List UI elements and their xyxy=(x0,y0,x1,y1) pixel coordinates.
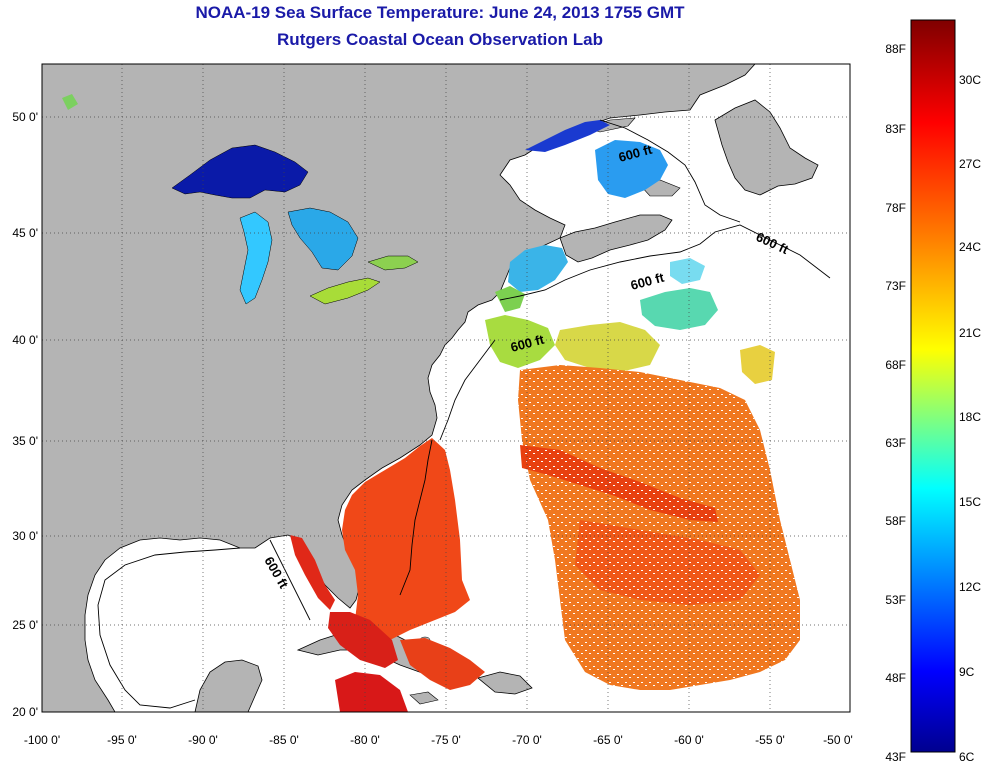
bahamas-sst xyxy=(400,638,485,690)
colorbar-c-label: 12C xyxy=(959,580,981,594)
colorbar-f-label: 83F xyxy=(885,122,906,136)
graticule xyxy=(42,64,850,712)
lon-tick-label: -50 0' xyxy=(823,733,853,747)
caribbean-sst xyxy=(335,672,408,712)
colorbar-c-label: 24C xyxy=(959,240,981,254)
colorbar-c-label: 6C xyxy=(959,750,975,764)
lon-axis: -100 0' -95 0' -90 0' -85 0' -80 0' -75 … xyxy=(24,733,853,747)
florida-keys-sst xyxy=(328,612,398,668)
lon-tick-label: -90 0' xyxy=(188,733,218,747)
land-yucatan xyxy=(194,659,263,712)
map-title: NOAA-19 Sea Surface Temperature: June 24… xyxy=(195,3,685,22)
colorbar-c-label: 9C xyxy=(959,665,975,679)
lon-tick-label: -100 0' xyxy=(24,733,60,747)
lat-tick-label: 35 0' xyxy=(12,434,38,448)
colorbar-c-label: 18C xyxy=(959,410,981,424)
slope-sea-sst xyxy=(555,322,660,372)
colorbar-f-label: 73F xyxy=(885,279,906,293)
colorbar-fahrenheit-labels: 88F 83F 78F 73F 68F 63F 58F 53F 48F 43F xyxy=(885,42,906,764)
colorbar-c-label: 15C xyxy=(959,495,981,509)
land-nova-scotia xyxy=(559,214,673,263)
colorbar xyxy=(910,19,956,753)
lat-tick-label: 45 0' xyxy=(12,226,38,240)
lon-tick-label: -75 0' xyxy=(431,733,461,747)
st-lawrence-estuary-sst xyxy=(525,120,610,152)
map-frame xyxy=(41,63,851,713)
land-hispaniola xyxy=(477,671,533,695)
lat-tick-label: 40 0' xyxy=(12,333,38,347)
colorbar-c-label: 30C xyxy=(959,73,981,87)
lon-tick-label: -95 0' xyxy=(107,733,137,747)
lon-tick-label: -60 0' xyxy=(674,733,704,747)
colorbar-f-label: 43F xyxy=(885,750,906,764)
lake-nipigon-sst xyxy=(62,94,78,110)
lat-tick-label: 25 0' xyxy=(12,618,38,632)
georges-bank-sst xyxy=(495,286,525,312)
land-jamaica xyxy=(409,691,439,705)
northeast-patch-sst xyxy=(640,288,718,330)
mid-atlantic-shelf-sst xyxy=(485,315,555,368)
southeast-coast-sst xyxy=(342,438,470,640)
lake-ontario-sst xyxy=(367,255,419,271)
lon-tick-label: -85 0' xyxy=(269,733,299,747)
colorbar-c-label: 27C xyxy=(959,157,981,171)
lon-tick-label: -55 0' xyxy=(755,733,785,747)
lon-tick-label: -70 0' xyxy=(512,733,542,747)
lake-michigan-sst xyxy=(239,211,273,305)
lat-tick-label: 20 0' xyxy=(12,705,38,719)
colorbar-f-label: 63F xyxy=(885,436,906,450)
gulf-st-lawrence-sst xyxy=(595,140,668,198)
lake-superior-sst xyxy=(171,144,309,199)
colorbar-c-label: 21C xyxy=(959,326,981,340)
colorbar-f-label: 78F xyxy=(885,201,906,215)
lake-huron-sst xyxy=(287,207,359,271)
sargasso-speckle xyxy=(518,365,800,690)
lat-tick-label: 30 0' xyxy=(12,529,38,543)
colorbar-f-label: 68F xyxy=(885,358,906,372)
colorbar-celsius-labels: 30C 27C 24C 21C 18C 15C 12C 9C 6C xyxy=(959,73,981,764)
lon-tick-label: -65 0' xyxy=(593,733,623,747)
scotian-slope-patch-sst xyxy=(670,258,705,284)
east-patch-sst xyxy=(740,345,775,384)
lon-tick-label: -80 0' xyxy=(350,733,380,747)
colorbar-f-label: 58F xyxy=(885,514,906,528)
map-subtitle: Rutgers Coastal Ocean Observation Lab xyxy=(277,30,603,49)
land-north-america xyxy=(42,64,756,712)
florida-west-shelf-sst xyxy=(290,535,335,610)
bathymetry-contour-600ft xyxy=(97,119,831,709)
colorbar-f-label: 88F xyxy=(885,42,906,56)
colorbar-f-label: 48F xyxy=(885,671,906,685)
lat-axis: 50 0' 45 0' 40 0' 35 0' 30 0' 25 0' 20 0… xyxy=(12,110,38,719)
lat-tick-label: 50 0' xyxy=(12,110,38,124)
gulf-of-maine-sst xyxy=(508,245,568,292)
lake-erie-sst xyxy=(309,277,381,305)
colorbar-f-label: 53F xyxy=(885,593,906,607)
land-newfoundland xyxy=(714,99,819,196)
